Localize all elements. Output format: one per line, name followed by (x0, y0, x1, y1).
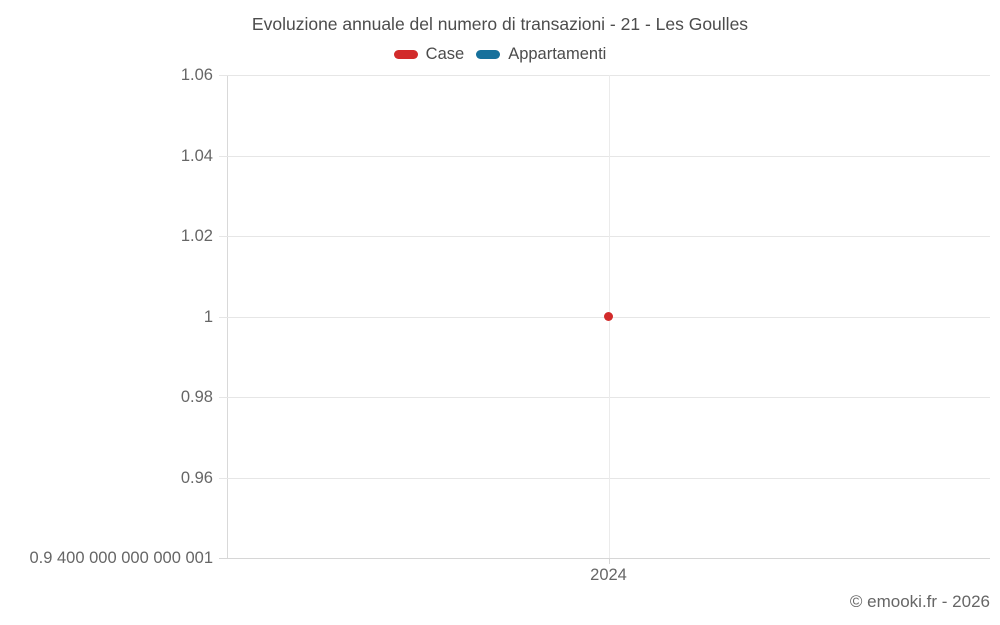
legend-label-appartamenti: Appartamenti (508, 45, 607, 63)
y-gridline (219, 477, 990, 479)
chart-legend: Case Appartamenti (0, 45, 1000, 64)
copyright-text: © emooki.fr - 2026 (849, 592, 990, 611)
x-tick-label: 2024 (590, 566, 627, 584)
y-gridline (219, 397, 990, 398)
plot-area (219, 75, 990, 564)
legend-item-appartamenti[interactable]: Appartamenti (476, 45, 606, 64)
y-tick-label: 0.9 400 000 000 000 001 (29, 549, 213, 567)
case-series-swatch-icon (393, 50, 418, 59)
x-tick-mark (608, 558, 610, 564)
y-gridline (219, 75, 990, 76)
y-tick-label: 1 (203, 307, 213, 326)
legend-label-case: Case (425, 45, 465, 63)
x-axis-line (219, 558, 990, 559)
y-tick-label: 1.02 (180, 227, 213, 245)
data-point-case[interactable] (604, 312, 613, 321)
y-gridline (219, 236, 990, 237)
y-tick-label: 1.04 (180, 146, 213, 165)
y-tick-label: 0.96 (180, 468, 213, 487)
appartamenti-series-swatch-icon (476, 50, 501, 59)
chart-title: Evoluzione annuale del numero di transaz… (251, 14, 749, 34)
y-tick-label: 1.06 (180, 66, 213, 84)
y-gridline (219, 155, 990, 157)
y-tick-label: 0.98 (180, 388, 213, 406)
legend-item-case[interactable]: Case (393, 45, 465, 64)
